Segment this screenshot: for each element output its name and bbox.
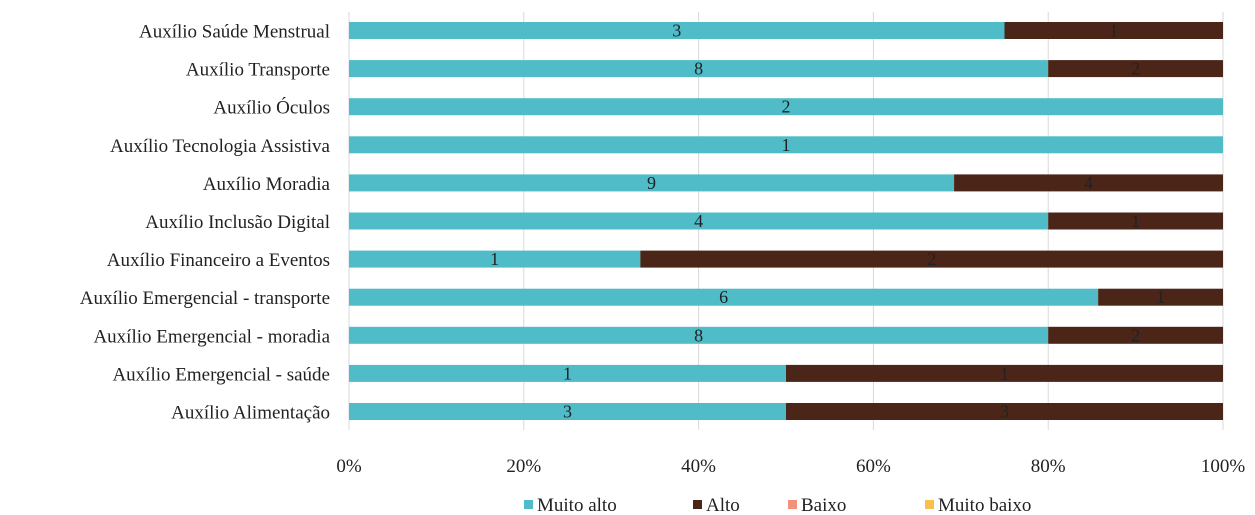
category-label: Auxílio Óculos [213,97,330,119]
data-label: 1 [1000,363,1009,383]
bar-segment [1048,326,1223,344]
x-tick-label: 40% [681,456,716,477]
x-tick-label: 80% [1031,456,1066,477]
data-label: 1 [1156,287,1165,307]
legend-swatch [925,500,934,509]
legend-label: Baixo [801,495,846,515]
data-label: 1 [1131,211,1140,231]
bar-segment [349,250,641,268]
bar-segment [349,288,1099,306]
data-label: 2 [1131,325,1140,345]
data-label: 8 [694,59,703,79]
category-label: Auxílio Emergencial - saúde [112,364,330,385]
legend-label: Alto [706,495,740,515]
category-label: Auxílio Emergencial - transporte [80,288,330,309]
category-label: Auxílio Transporte [186,60,330,81]
bar-segment [349,174,955,192]
data-label: 3 [563,402,572,422]
data-label: 2 [782,97,791,117]
data-label: 9 [647,173,656,193]
bar-segment [1098,288,1223,306]
x-tick-label: 100% [1201,456,1246,477]
bar-segment [1048,60,1223,78]
legend-swatch [788,500,797,509]
data-label: 2 [1131,59,1140,79]
data-label: 1 [782,135,791,155]
legend-swatch [693,500,702,509]
data-label: 1 [490,249,499,269]
bar-segment [349,136,1223,154]
data-label: 1 [563,363,572,383]
bar-segment [786,403,1223,420]
category-label: Auxílio Inclusão Digital [145,212,330,233]
category-label: Auxílio Saúde Menstrual [139,22,330,43]
data-label: 6 [719,287,728,307]
legend-swatch [524,500,533,509]
bar-segment [349,326,1049,344]
bar-segment [1048,212,1223,230]
x-tick-label: 20% [506,456,541,477]
x-tick-label: 0% [336,456,362,477]
bar-segment [349,98,1223,116]
data-label: 3 [1000,402,1009,422]
category-label: Auxílio Alimentação [171,403,330,424]
bar-segment [349,364,786,382]
legend-label: Muito alto [537,495,617,515]
bars [349,22,1223,420]
legend-label: Muito baixo [938,495,1031,515]
x-axis-ticks: 0% 20% 40% 60% 80% 100% [336,456,1245,477]
data-label: 8 [694,325,703,345]
bar-segment [954,174,1223,192]
data-label: 4 [1084,173,1093,193]
category-label: Auxílio Moradia [203,174,331,195]
data-label: 2 [927,249,936,269]
bar-segment [1004,22,1223,39]
bar-segment [786,364,1223,382]
bar-segment [349,60,1049,78]
bar-segment [349,22,1005,39]
bar-segment [349,212,1049,230]
category-label: Auxílio Emergencial - moradia [93,326,330,347]
category-labels: Auxílio Saúde Menstrual Auxílio Transport… [80,22,331,424]
bar-segment [349,403,786,420]
data-label: 4 [694,211,703,231]
x-tick-label: 60% [856,456,891,477]
legend: Muito alto Alto Baixo Muito baixo [524,495,1031,515]
category-label: Auxílio Tecnologia Assistiva [110,136,331,157]
category-label: Auxílio Financeiro a Eventos [107,250,330,271]
data-label: 1 [1109,21,1118,41]
data-label: 3 [672,21,681,41]
bar-segment [640,250,1223,268]
